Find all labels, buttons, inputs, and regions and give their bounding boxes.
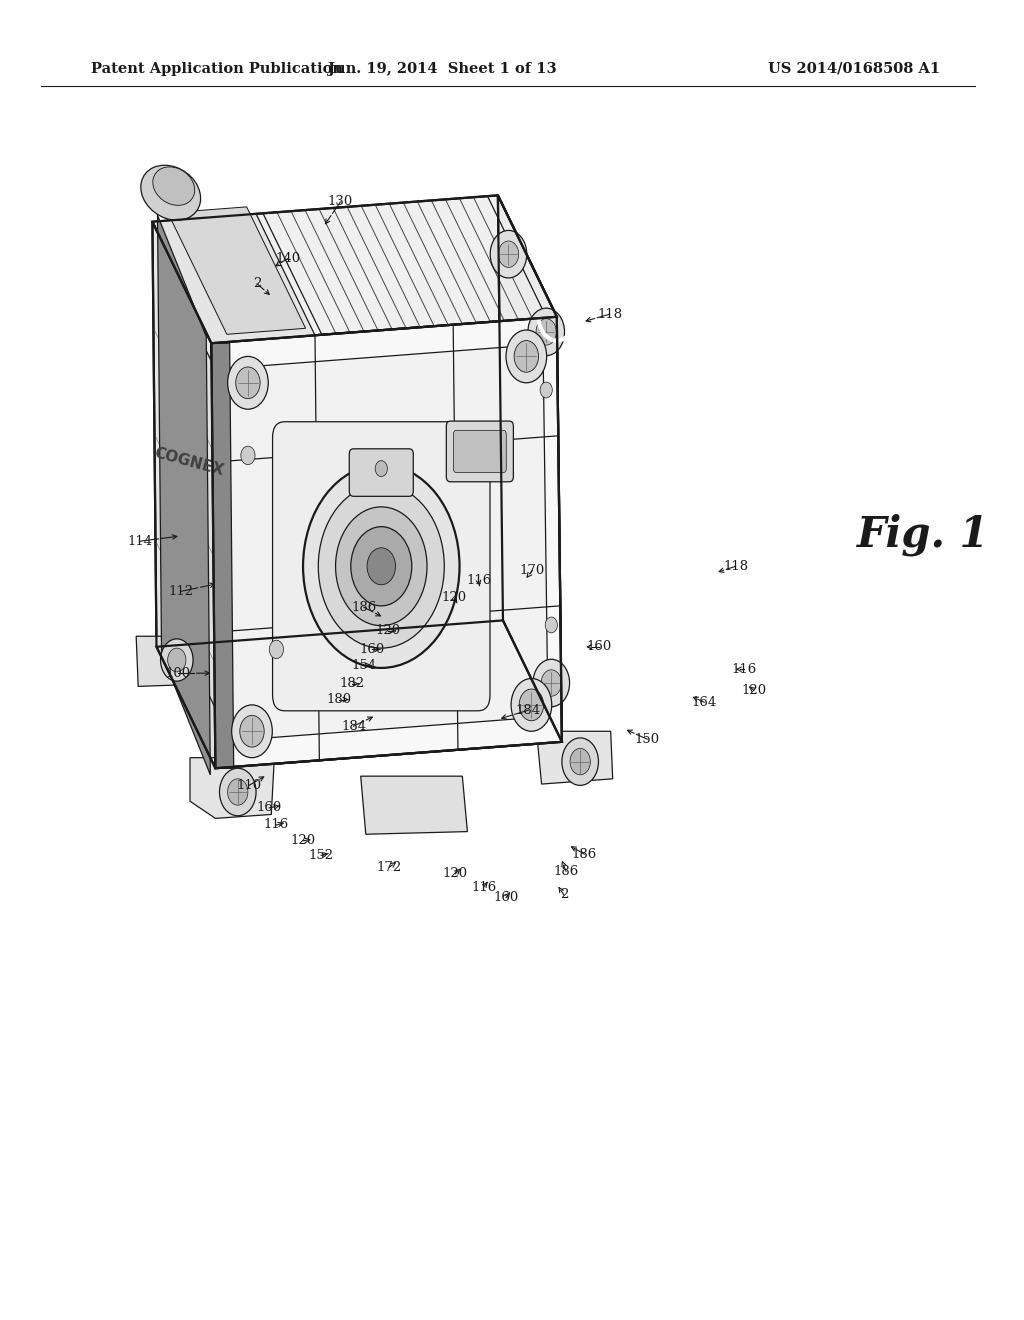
Polygon shape [211,317,562,768]
Circle shape [219,768,256,816]
Text: Jun. 19, 2014  Sheet 1 of 13: Jun. 19, 2014 Sheet 1 of 13 [328,62,556,75]
Polygon shape [168,207,305,334]
Circle shape [318,484,444,648]
Text: 110: 110 [237,779,261,792]
Text: 120: 120 [441,591,467,605]
Circle shape [536,318,556,345]
Circle shape [168,648,186,672]
Polygon shape [190,758,274,818]
Circle shape [227,356,268,409]
Polygon shape [136,636,212,686]
Text: 120: 120 [442,867,468,880]
Text: 114: 114 [128,535,153,548]
Text: 186: 186 [571,847,597,861]
Circle shape [336,507,427,626]
Text: 182: 182 [339,677,365,690]
Ellipse shape [140,165,201,220]
FancyBboxPatch shape [454,430,506,473]
Text: 150: 150 [635,733,659,746]
Circle shape [490,231,526,279]
Text: 152: 152 [308,849,334,862]
Circle shape [499,242,518,268]
Text: Fig. 1: Fig. 1 [856,513,989,556]
Circle shape [351,527,412,606]
Circle shape [375,461,387,477]
Polygon shape [153,195,557,343]
Text: 186: 186 [351,601,377,614]
Text: 118: 118 [597,308,623,321]
Circle shape [534,659,569,706]
Text: 116: 116 [731,663,757,676]
Circle shape [562,738,598,785]
Circle shape [528,308,564,355]
Text: 2: 2 [253,277,261,290]
Text: 120: 120 [376,624,400,638]
Ellipse shape [153,166,195,206]
Circle shape [269,640,284,659]
Polygon shape [157,620,562,768]
Circle shape [514,341,539,372]
Text: 184: 184 [341,719,367,733]
Circle shape [541,669,561,696]
Text: 100: 100 [165,667,190,680]
Circle shape [236,367,260,399]
Text: 116: 116 [264,818,289,832]
Text: 120: 120 [290,834,315,847]
Circle shape [240,715,264,747]
Polygon shape [360,776,467,834]
Circle shape [545,616,557,632]
Polygon shape [153,214,315,343]
Polygon shape [537,731,612,784]
Circle shape [161,639,194,681]
Circle shape [519,689,544,721]
Text: 164: 164 [691,696,717,709]
Text: 116: 116 [466,574,492,587]
Polygon shape [498,195,562,742]
Text: 116: 116 [471,880,497,894]
Polygon shape [225,345,548,741]
Text: 2: 2 [560,888,568,902]
Text: 118: 118 [723,560,749,573]
Text: 170: 170 [520,564,545,577]
Polygon shape [158,215,210,775]
Circle shape [540,381,552,397]
Circle shape [570,748,591,775]
Text: COGNEX: COGNEX [153,446,225,478]
Text: 130: 130 [328,195,353,209]
Circle shape [227,779,248,805]
Circle shape [303,465,460,668]
Text: 154: 154 [351,659,377,672]
Text: 180: 180 [327,693,352,706]
Circle shape [231,705,272,758]
Text: Patent Application Publication: Patent Application Publication [91,62,343,75]
Polygon shape [153,222,215,768]
Text: 172: 172 [377,861,401,874]
Text: 184: 184 [516,704,541,717]
FancyBboxPatch shape [349,449,414,496]
Text: US 2014/0168508 A1: US 2014/0168508 A1 [768,62,940,75]
Text: 160: 160 [359,643,385,656]
Text: 160: 160 [494,891,518,904]
Text: 160: 160 [587,640,612,653]
Text: 120: 120 [741,684,767,697]
FancyBboxPatch shape [272,422,490,711]
Circle shape [506,330,547,383]
Text: 112: 112 [168,585,194,598]
FancyBboxPatch shape [446,421,513,482]
Polygon shape [163,261,225,729]
Text: 160: 160 [257,801,282,814]
Text: 186: 186 [553,865,579,878]
Polygon shape [211,343,233,768]
Circle shape [511,678,552,731]
Text: 140: 140 [275,252,300,265]
Circle shape [241,446,255,465]
Circle shape [367,548,395,585]
